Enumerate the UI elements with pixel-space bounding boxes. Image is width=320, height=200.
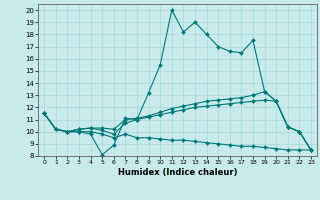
- X-axis label: Humidex (Indice chaleur): Humidex (Indice chaleur): [118, 168, 237, 177]
